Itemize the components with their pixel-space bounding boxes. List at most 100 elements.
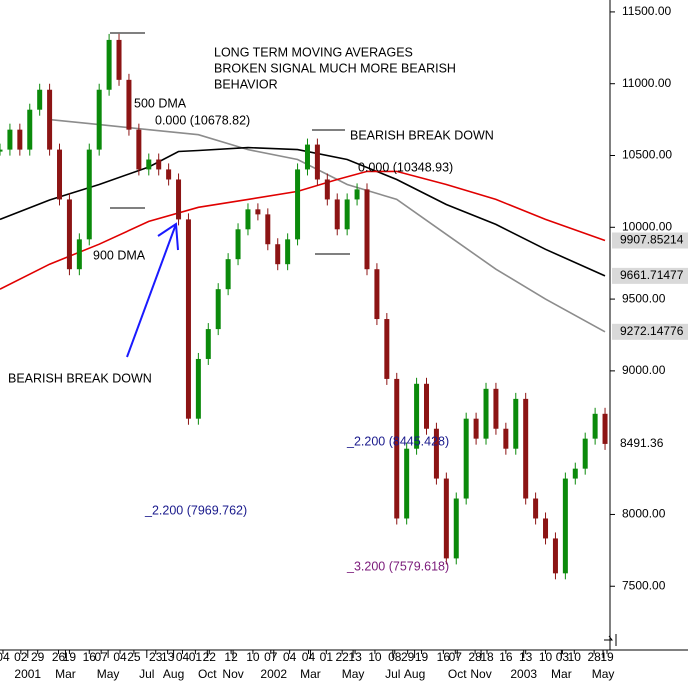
price-bar [0,149,3,152]
x-tick-label: 23 [149,650,163,664]
price-bar [602,413,608,444]
x-tick-label: 18 [480,650,494,664]
x-tick-label: 13 [161,650,175,664]
x-period-label: Mar [55,667,76,681]
price-bar [463,418,469,499]
x-tick-label: 10 [246,650,260,664]
x-tick-label: 02 [14,650,28,664]
x-period-label: Jul [139,667,154,681]
price-bar [275,244,281,265]
x-period-label: May [592,667,615,681]
scroll-icon[interactable] [602,632,617,646]
price-bar [364,189,370,270]
x-period-label: 2002 [260,667,287,681]
y-tick-label: 10000.00 [622,219,672,233]
x-tick-label: 04 [302,650,316,664]
x-tick-label: 03 [556,650,570,664]
x-period-label: Oct [448,667,467,681]
x-tick-label: 19 [415,650,429,664]
break-label: BEARISH BREAK DOWN [350,128,494,142]
price-bar [473,418,479,439]
x-tick-label: 13 [348,650,362,664]
break-label: BEARISH BREAK DOWN [8,371,152,385]
price-bar [235,229,241,260]
x-tick-label: 07 [94,650,108,664]
x-period-label: Nov [222,667,243,681]
price-bar [225,259,231,290]
price-bar [582,438,588,469]
annotations: LONG TERM MOVING AVERAGES BROKEN SIGNAL … [8,45,494,573]
price-bar [314,144,320,180]
price-bar [166,169,172,180]
x-tick-label: 01 [320,650,334,664]
x-tick-label: 04 [113,650,127,664]
level-label: 0.000 (10348.93) [358,160,453,174]
price-bar [96,89,102,150]
value-label: 9907.85214 [620,233,684,247]
price-bar [414,383,420,449]
price-bar [245,209,251,230]
price-bar [404,448,410,519]
x-tick-label: 16 [499,650,513,664]
x-tick-label: 08 [388,650,402,664]
x-period-label: Mar [551,667,572,681]
price-bar [76,239,82,270]
headline: BROKEN SIGNAL MUCH MORE BEARISH [214,61,456,75]
x-tick-label: 12 [224,650,238,664]
price-bar [37,89,43,110]
price-bar [543,518,549,539]
price-bar [215,289,221,330]
price-bar [156,159,162,170]
x-tick-label: 04 [283,650,297,664]
x-tick-label: 10 [368,650,382,664]
label-500dma: 500 DMA [134,96,187,110]
price-bar [176,179,182,220]
price-bar [354,189,360,200]
price-bar [533,498,539,519]
price-bar [384,319,390,379]
price-bar [394,378,400,519]
level-label: 0.000 (10678.82) [155,113,250,127]
value-label: 9272.14776 [620,324,684,338]
price-bar [592,413,598,439]
price-bar [7,129,13,150]
x-tick-label: 07 [449,650,463,664]
price-bar [136,129,142,170]
x-period-label: 2003 [510,667,537,681]
x-tick-label: 22 [336,650,350,664]
price-bar [443,478,449,559]
x-tick-label: 07 [264,650,278,664]
x-period-label: Jul [385,667,400,681]
price-bar [424,383,430,429]
x-tick-label: 28 [587,650,601,664]
price-bar [126,79,132,130]
value-label: 8491.36 [620,436,664,450]
price-bar [552,538,558,574]
price-bar [344,199,350,230]
x-tick-label: 04 [176,650,190,664]
price-bar [483,388,489,439]
x-period-label: May [342,667,365,681]
headline: BEHAVIOR [214,77,278,91]
price-bar [255,209,261,215]
x-tick-label: 16 [83,650,97,664]
fib-label: _2.200 (7969.762) [144,503,247,517]
moving-average [0,146,606,277]
price-bar [146,159,152,170]
headline: LONG TERM MOVING AVERAGES [214,45,413,59]
x-tick-label: 04 [0,650,10,664]
price-bar [66,199,72,270]
x-tick-label: 10 [539,650,553,664]
price-bar [295,169,301,240]
price-bar [513,398,519,449]
price-bar [57,149,63,200]
moving-average [49,118,606,333]
x-tick-label: 16 [437,650,451,664]
price-bar [17,129,23,150]
x-period-label: Aug [163,667,184,681]
price-bar [453,498,459,559]
label-900dma: 900 DMA [93,248,146,262]
y-tick-label: 9000.00 [622,363,666,377]
x-period-label: May [97,667,120,681]
